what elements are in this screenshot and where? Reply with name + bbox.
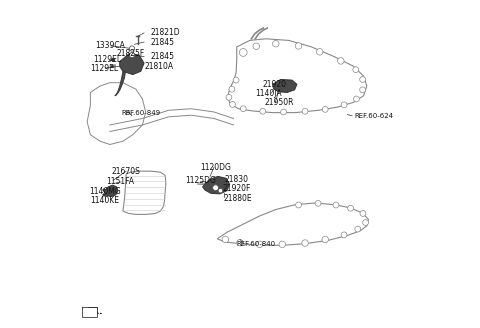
Text: 21830: 21830 <box>225 175 249 184</box>
Circle shape <box>273 40 279 47</box>
Polygon shape <box>228 39 367 113</box>
Circle shape <box>111 65 114 68</box>
Circle shape <box>302 108 308 114</box>
Circle shape <box>322 236 328 243</box>
Circle shape <box>218 188 223 193</box>
Circle shape <box>355 226 360 232</box>
Text: 21825F: 21825F <box>117 49 144 58</box>
Polygon shape <box>104 185 118 196</box>
Polygon shape <box>123 171 166 215</box>
Text: 1129EL: 1129EL <box>90 64 118 72</box>
Circle shape <box>360 211 366 216</box>
Circle shape <box>222 236 228 243</box>
Circle shape <box>229 102 236 107</box>
Polygon shape <box>217 203 369 245</box>
Circle shape <box>341 232 347 238</box>
Circle shape <box>240 49 247 56</box>
Circle shape <box>229 86 235 92</box>
Polygon shape <box>273 79 297 92</box>
Circle shape <box>260 108 266 114</box>
Text: 21880E: 21880E <box>224 194 252 203</box>
Text: 1151FA: 1151FA <box>106 177 134 186</box>
Circle shape <box>337 58 344 64</box>
Bar <box>82 307 97 317</box>
Text: REF.60-840: REF.60-840 <box>237 241 276 247</box>
Circle shape <box>111 58 115 62</box>
Circle shape <box>315 200 321 206</box>
Circle shape <box>237 239 243 246</box>
Circle shape <box>360 87 366 93</box>
Text: 21670S: 21670S <box>111 167 141 176</box>
Circle shape <box>279 241 286 248</box>
Circle shape <box>348 205 353 211</box>
Text: 21810A: 21810A <box>144 62 173 71</box>
Circle shape <box>240 106 246 112</box>
Text: 1140MG: 1140MG <box>89 187 120 196</box>
Circle shape <box>102 188 106 192</box>
Circle shape <box>256 241 263 248</box>
Text: 21821D: 21821D <box>151 28 180 37</box>
Circle shape <box>226 94 232 100</box>
Circle shape <box>353 67 359 72</box>
Text: 1120DG: 1120DG <box>200 163 231 172</box>
Circle shape <box>111 58 115 62</box>
Text: 1129EL: 1129EL <box>93 55 121 64</box>
Text: 21950R: 21950R <box>264 98 294 107</box>
Circle shape <box>316 49 323 55</box>
Circle shape <box>322 106 328 112</box>
Polygon shape <box>120 53 144 74</box>
Circle shape <box>281 109 287 115</box>
Polygon shape <box>115 71 126 96</box>
Circle shape <box>130 52 134 58</box>
Circle shape <box>353 96 360 102</box>
Circle shape <box>341 102 347 108</box>
Text: 1140KE: 1140KE <box>90 196 119 205</box>
Circle shape <box>296 202 301 208</box>
Circle shape <box>360 76 366 82</box>
Circle shape <box>130 46 134 51</box>
Text: 21845: 21845 <box>151 52 175 61</box>
Circle shape <box>213 185 218 191</box>
Circle shape <box>295 43 302 49</box>
Circle shape <box>362 220 369 225</box>
Circle shape <box>233 77 239 83</box>
Text: 1140JA: 1140JA <box>256 89 282 98</box>
Polygon shape <box>203 176 229 194</box>
Text: 21920: 21920 <box>263 80 287 89</box>
Text: REF.60-849: REF.60-849 <box>121 110 160 115</box>
Text: REF.60-624: REF.60-624 <box>354 113 394 119</box>
Circle shape <box>302 240 308 246</box>
Text: 21920F: 21920F <box>222 184 251 193</box>
Text: 21845: 21845 <box>151 37 175 47</box>
Text: 1125DG: 1125DG <box>185 176 216 185</box>
Text: 1339CA: 1339CA <box>95 41 125 50</box>
Circle shape <box>333 202 339 208</box>
Text: FR.: FR. <box>86 306 103 316</box>
Circle shape <box>102 193 106 196</box>
Circle shape <box>253 43 260 50</box>
